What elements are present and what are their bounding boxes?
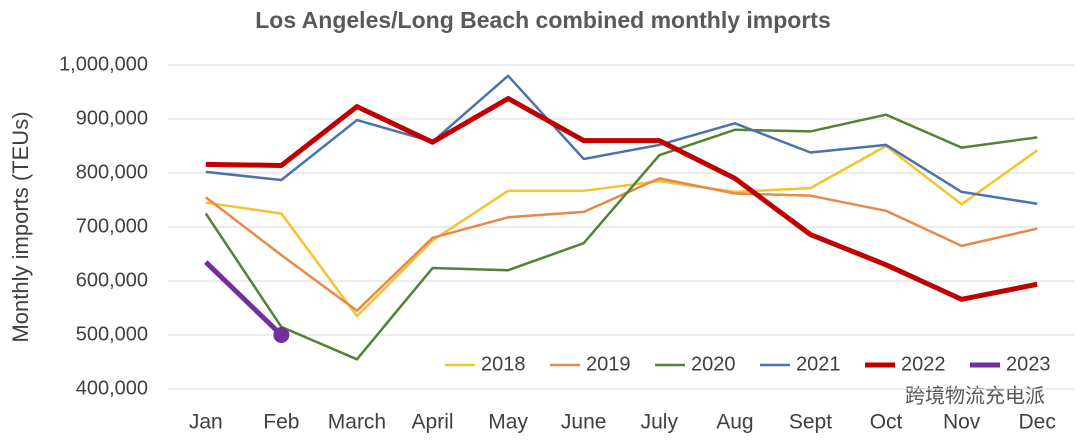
series-line — [205, 144, 1038, 318]
x-tick-label: Oct — [870, 411, 903, 434]
series-line — [204, 113, 1038, 361]
series-line — [205, 74, 1038, 206]
legend-label: 2023 — [1006, 353, 1051, 375]
legend-label: 2021 — [796, 353, 841, 375]
y-tick-label: 700,000 — [76, 215, 148, 237]
x-tick-label: Dec — [1019, 411, 1056, 434]
legend-label: 2020 — [691, 353, 736, 375]
x-tick-label: Aug — [716, 411, 753, 434]
watermark: 跨境物流充电派 — [905, 384, 1045, 407]
y-tick-label: 800,000 — [76, 161, 148, 183]
legend-label: 2022 — [901, 353, 946, 375]
y-tick-label: 1,000,000 — [59, 53, 148, 75]
x-tick-label: July — [641, 411, 679, 434]
y-tick-label: 900,000 — [76, 107, 148, 129]
x-tick-label: Jan — [189, 411, 223, 434]
y-tick-label: 400,000 — [76, 377, 148, 399]
x-tick-label: March — [328, 411, 386, 434]
legend-label: 2019 — [586, 353, 631, 375]
series-line — [205, 177, 1038, 312]
x-tick-label: May — [488, 411, 528, 434]
x-tick-label: Nov — [943, 411, 981, 434]
y-axis-label: Monthly imports (TEUs) — [8, 111, 33, 342]
series-line — [205, 95, 1038, 302]
x-tick-label: June — [561, 411, 607, 434]
x-tick-label: Feb — [263, 411, 299, 434]
x-tick-label: April — [412, 411, 454, 434]
series-line — [204, 260, 284, 337]
x-tick-label: Sept — [789, 411, 832, 434]
y-tick-label: 600,000 — [76, 269, 148, 291]
legend-label: 2018 — [481, 353, 526, 375]
y-tick-label: 500,000 — [76, 323, 148, 345]
chart-title: Los Angeles/Long Beach combined monthly … — [255, 7, 830, 33]
end-marker — [273, 327, 290, 343]
